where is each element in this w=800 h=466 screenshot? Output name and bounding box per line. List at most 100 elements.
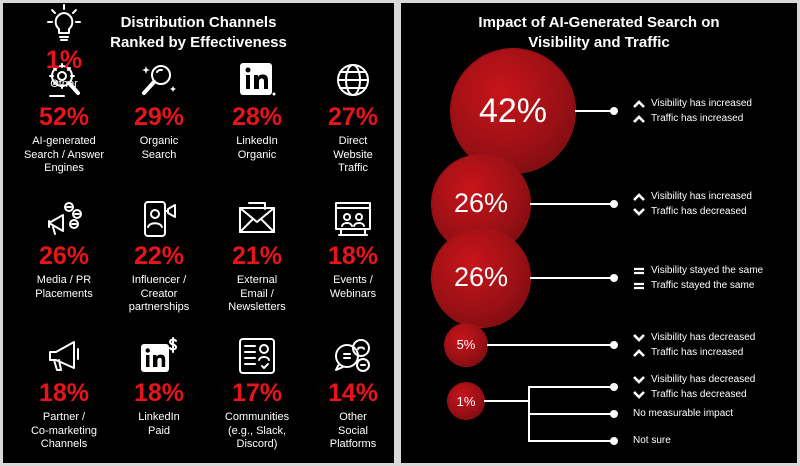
- channel-label-line: Co-marketing: [30, 424, 98, 437]
- channel-label-line: AI-generated: [32, 135, 96, 147]
- arrow-up-icon: [633, 192, 645, 202]
- channel-percent: 27%: [327, 103, 379, 131]
- channel-percent: 29%: [133, 103, 185, 131]
- webinar-icon: [333, 199, 373, 239]
- impact-label: Visibility has decreased: [651, 374, 756, 385]
- channel-label-line: Organic: [237, 148, 277, 161]
- impact-label: Not sure: [633, 435, 671, 446]
- channel-label-line: Discord): [236, 438, 278, 450]
- channel-label-line: Creator: [140, 287, 178, 300]
- channel-item: 22% Influencer / Creator partnerships: [113, 199, 205, 329]
- magnifier-sparkle-icon: [139, 60, 179, 100]
- channel-label-line: Social: [338, 424, 368, 437]
- channels-title: Distribution Channels Ranked by Effectiv…: [3, 13, 394, 53]
- equals-icon: [633, 281, 645, 291]
- connector-dot: [610, 410, 618, 418]
- globe-icon: [333, 60, 373, 100]
- channel-label-line: Traffic: [338, 162, 368, 174]
- impact-bubble-value: 26%: [453, 262, 508, 293]
- social-bubbles-icon: [333, 336, 373, 376]
- connector-dot: [610, 383, 618, 391]
- channel-label: Direct Website Traffic: [307, 135, 399, 176]
- channel-percent: 18%: [133, 379, 185, 407]
- impact-title-line1: Impact of AI-Generated Search on: [478, 14, 720, 31]
- connector-line: [529, 203, 614, 205]
- channel-percent: 18%: [38, 379, 90, 407]
- channel-label: LinkedIn Paid: [113, 411, 205, 438]
- channel-item: 18% LinkedIn Paid: [113, 336, 205, 466]
- ai-search-icon: [44, 60, 84, 100]
- connector-line: [484, 400, 529, 402]
- channel-label-line: Communities: [224, 411, 290, 423]
- megaphone-media-icon: [44, 199, 84, 239]
- connector-branch: [529, 386, 614, 388]
- channel-label-line: (e.g., Slack,: [227, 424, 287, 437]
- channel-label-line: Website: [333, 148, 373, 161]
- channel-label-line: Platforms: [329, 438, 377, 450]
- channel-label-line: Other: [339, 411, 367, 423]
- arrow-up-icon: [633, 114, 645, 124]
- impact-label: Traffic has increased: [651, 347, 744, 358]
- channel-label: Partner / Co-marketing Channels: [18, 411, 110, 452]
- arrow-down-icon: [633, 207, 645, 217]
- impact-label: Visibility has increased: [651, 98, 752, 109]
- channel-label-line: Influencer /: [131, 274, 187, 286]
- channel-item: 14% Other Social Platforms: [307, 336, 399, 466]
- channels-title-line2: Ranked by Effectiveness: [110, 34, 287, 51]
- channel-label-line: Engines: [44, 162, 84, 174]
- channel-item: 18% Events / Webinars: [307, 199, 399, 329]
- channel-label: AI-generated Search / Answer Engines: [18, 135, 110, 176]
- connector-dot: [610, 437, 618, 445]
- channel-label-line: Other: [50, 78, 78, 90]
- channel-label-line: Paid: [147, 424, 171, 437]
- channel-item: 29% Organic Search: [113, 60, 205, 190]
- megaphone-icon: [44, 336, 84, 376]
- channel-percent: 18%: [327, 242, 379, 270]
- channel-percent: 17%: [231, 379, 283, 407]
- connector-dot: [610, 200, 618, 208]
- impact-bubble: 26%: [432, 229, 530, 327]
- arrow-down-icon: [633, 333, 645, 343]
- channel-label: Other: [18, 78, 110, 92]
- connector-dot: [610, 107, 618, 115]
- connector-branch: [529, 440, 614, 442]
- impact-label: Traffic stayed the same: [651, 280, 755, 291]
- channel-item: 21% External Email / Newsletters: [211, 199, 303, 329]
- impact-bubble-value: 5%: [456, 337, 476, 353]
- channel-label-line: Direct: [338, 135, 368, 147]
- channel-percent: 26%: [38, 242, 90, 270]
- channel-label: Other Social Platforms: [307, 411, 399, 452]
- community-board-icon: [237, 336, 277, 376]
- connector-dot: [610, 341, 618, 349]
- connector-line: [575, 110, 614, 112]
- channels-title-line1: Distribution Channels: [120, 14, 277, 31]
- impact-label: Visibility stayed the same: [651, 265, 764, 276]
- channel-label: LinkedIn Organic: [211, 135, 303, 162]
- channel-label-line: Channels: [40, 438, 88, 450]
- channel-item: 27% Direct Website Traffic: [307, 60, 399, 190]
- impact-bubble-value: 42%: [478, 92, 548, 130]
- impact-bubble: 1%: [448, 383, 484, 419]
- impact-title: Impact of AI-Generated Search on Visibil…: [401, 13, 797, 53]
- impact-bubble: 5%: [444, 323, 488, 367]
- channel-label: Communities (e.g., Slack, Discord): [211, 411, 303, 452]
- channel-percent: 28%: [231, 103, 283, 131]
- channel-label-line: Partner /: [42, 411, 86, 423]
- channel-label-line: LinkedIn: [138, 411, 180, 423]
- channel-label: Influencer / Creator partnerships: [113, 274, 205, 315]
- arrow-up-icon: [633, 348, 645, 358]
- equals-icon: [633, 266, 645, 276]
- channel-label-line: Email /: [240, 287, 274, 300]
- impact-label: Traffic has increased: [651, 113, 744, 124]
- impact-label: Traffic has decreased: [651, 389, 747, 400]
- channel-item: 17% Communities (e.g., Slack, Discord): [211, 336, 303, 466]
- linkedin-icon: [237, 60, 277, 100]
- channel-item: 26% Media / PR Placements: [18, 199, 110, 329]
- channel-percent: 21%: [231, 242, 283, 270]
- impact-bubble: 42%: [451, 49, 575, 173]
- influencer-phone-icon: [139, 199, 179, 239]
- channel-label-line: External: [236, 274, 278, 286]
- channel-item: 1% Other: [18, 3, 110, 133]
- channel-percent: 1%: [45, 46, 83, 74]
- channel-label: Events / Webinars: [307, 274, 399, 301]
